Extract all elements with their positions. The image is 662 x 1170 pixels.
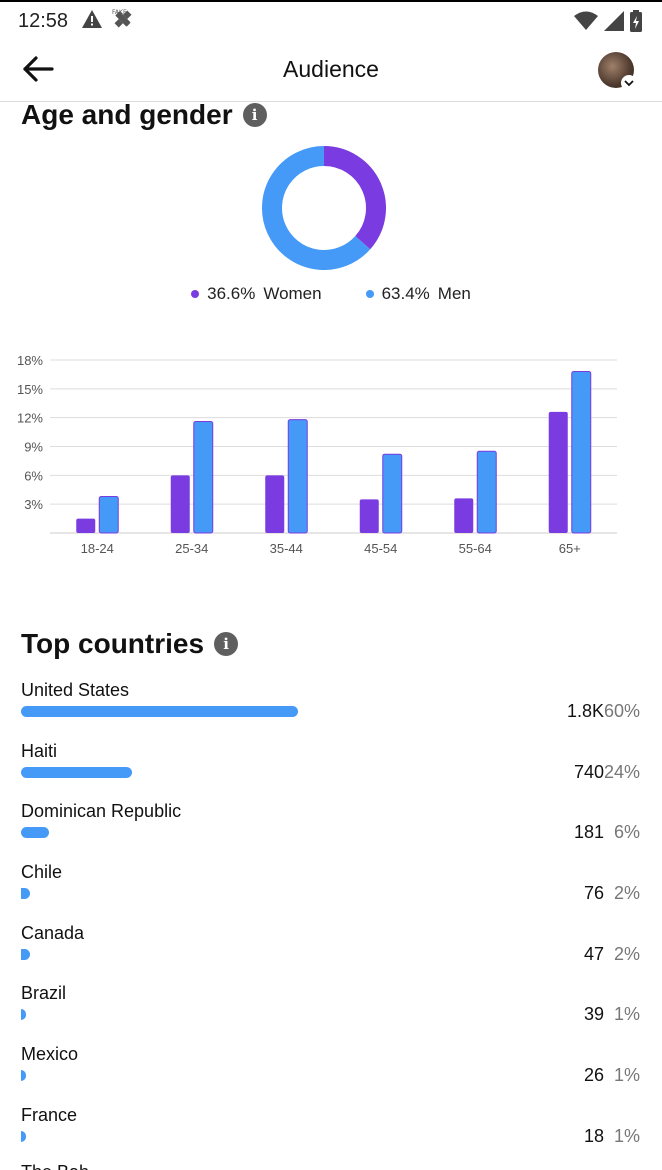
x-tick-label: 45-54 bbox=[364, 541, 397, 556]
y-tick-label: 6% bbox=[24, 468, 43, 483]
bar-women-35-44 bbox=[265, 475, 285, 533]
fake-gps-icon: FAKE bbox=[112, 8, 134, 35]
x-tick-label: 18-24 bbox=[81, 541, 114, 556]
legend-label-men: Men bbox=[437, 284, 471, 303]
legend-pct-women: 36.6% bbox=[207, 284, 256, 303]
country-name-cutoff: The Bah bbox=[21, 1162, 89, 1170]
legend-dot-men bbox=[365, 290, 374, 298]
bar-women-65+ bbox=[548, 411, 568, 533]
x-tick-label: 35-44 bbox=[270, 541, 303, 556]
donut-slice-women bbox=[323, 146, 386, 250]
top-countries-title-text: Top countries bbox=[21, 628, 205, 659]
svg-text:FAKE: FAKE bbox=[112, 9, 127, 16]
country-count: 1.8K bbox=[566, 701, 604, 721]
country-name: Canada bbox=[21, 922, 85, 943]
country-count: 26 bbox=[583, 1065, 604, 1086]
bar-men-45-54 bbox=[382, 453, 403, 534]
country-count: 181 bbox=[573, 822, 604, 843]
country-percent: 24% bbox=[603, 761, 640, 782]
country-count: 740 bbox=[573, 761, 604, 782]
y-tick-label: 15% bbox=[17, 382, 43, 397]
y-tick-label: 12% bbox=[17, 411, 43, 426]
country-count: 39 bbox=[583, 1004, 604, 1025]
country-name: Mexico bbox=[21, 1044, 79, 1065]
y-tick-label: 9% bbox=[24, 440, 43, 455]
country-share-bar bbox=[21, 948, 31, 960]
country-row: Mexico 26 1% bbox=[0, 1042, 662, 1103]
x-tick-label: 25-34 bbox=[175, 541, 208, 556]
info-icon[interactable]: i bbox=[214, 632, 239, 656]
country-name: Chile bbox=[21, 862, 63, 883]
age-gender-title-text: Age and gender bbox=[21, 99, 233, 130]
country-name: France bbox=[21, 1104, 78, 1125]
legend-label-women: Women bbox=[263, 284, 322, 303]
country-percent: 2% bbox=[613, 943, 640, 964]
legend-item-women: 36.6% Women bbox=[191, 284, 322, 304]
country-row: United States 1.8K 60% bbox=[0, 678, 662, 739]
bar-women-18-24 bbox=[76, 518, 96, 533]
country-name: Brazil bbox=[21, 983, 67, 1004]
legend-pct-men: 63.4% bbox=[381, 284, 430, 303]
battery-icon bbox=[630, 10, 642, 37]
wifi-icon bbox=[574, 11, 598, 36]
x-tick-label: 55-64 bbox=[459, 541, 492, 556]
country-row: Brazil 39 1% bbox=[0, 981, 662, 1042]
y-tick-label: 3% bbox=[24, 497, 43, 512]
country-row: Canada 47 2% bbox=[0, 921, 662, 982]
country-count: 47 bbox=[583, 943, 604, 964]
country-percent: 1% bbox=[613, 1004, 640, 1025]
bar-men-25-34 bbox=[193, 421, 214, 534]
country-percent: 2% bbox=[613, 883, 640, 904]
legend-dot-women bbox=[191, 290, 200, 298]
bar-women-45-54 bbox=[359, 499, 379, 533]
country-row: Chile 76 2% bbox=[0, 860, 662, 921]
country-share-bar bbox=[21, 766, 132, 778]
country-name: Haiti bbox=[21, 740, 58, 761]
signal-icon bbox=[604, 11, 624, 36]
top-countries-title: Top countries i bbox=[21, 628, 239, 660]
country-percent: 1% bbox=[613, 1125, 640, 1146]
country-percent: 1% bbox=[613, 1065, 640, 1086]
country-percent: 6% bbox=[613, 822, 640, 843]
page-title: Audience bbox=[283, 56, 379, 82]
country-row: Dominican Republic 181 6% bbox=[0, 799, 662, 860]
country-list: United States 1.8K 60% Haiti 740 24% Dominican… bbox=[0, 678, 662, 1164]
country-share-bar bbox=[21, 1070, 26, 1082]
info-icon[interactable]: i bbox=[242, 103, 267, 127]
bar-women-55-64 bbox=[454, 498, 474, 533]
bar-women-25-34 bbox=[170, 475, 190, 533]
status-bar: 12:58 FAKE bbox=[0, 0, 662, 40]
bar-men-18-24 bbox=[98, 495, 119, 534]
gender-donut-chart bbox=[262, 146, 386, 270]
country-row: France 18 1% bbox=[0, 1103, 662, 1164]
back-button[interactable] bbox=[18, 54, 58, 88]
country-row: Haiti 740 24% bbox=[0, 739, 662, 800]
age-bar-chart: 18% 15% 12% 9% 6% 3% 18-24 25-34 35-44 45-54 55-64… bbox=[17, 353, 617, 556]
bar-men-55-64 bbox=[476, 450, 497, 534]
y-tick-label: 18% bbox=[17, 353, 43, 368]
country-share-bar bbox=[21, 827, 49, 839]
status-time: 12:58 bbox=[18, 9, 69, 32]
country-share-bar bbox=[21, 706, 298, 717]
legend-item-men: 63.4% Men bbox=[365, 284, 471, 304]
country-count: 18 bbox=[583, 1125, 604, 1146]
age-gender-title: Age and gender i bbox=[21, 99, 267, 131]
x-tick-label: 65+ bbox=[559, 541, 581, 556]
country-percent: 60% bbox=[603, 701, 640, 721]
country-count: 76 bbox=[583, 883, 604, 904]
bar-men-35-44 bbox=[287, 419, 308, 534]
gender-legend: 36.6% Women 63.4% Men bbox=[0, 284, 662, 304]
country-share-bar bbox=[21, 888, 31, 900]
country-name: United States bbox=[21, 680, 130, 700]
arrow-left-icon bbox=[22, 55, 54, 87]
donut-slice-men bbox=[262, 146, 371, 270]
alert-icon bbox=[82, 9, 103, 33]
avatar[interactable] bbox=[598, 52, 637, 91]
bar-men-65+ bbox=[571, 371, 592, 534]
country-share-bar bbox=[21, 1009, 26, 1021]
chevron-down-icon bbox=[621, 75, 637, 91]
app-bar: Audience bbox=[0, 40, 662, 102]
country-share-bar bbox=[21, 1130, 26, 1142]
country-name: Dominican Republic bbox=[21, 801, 182, 822]
